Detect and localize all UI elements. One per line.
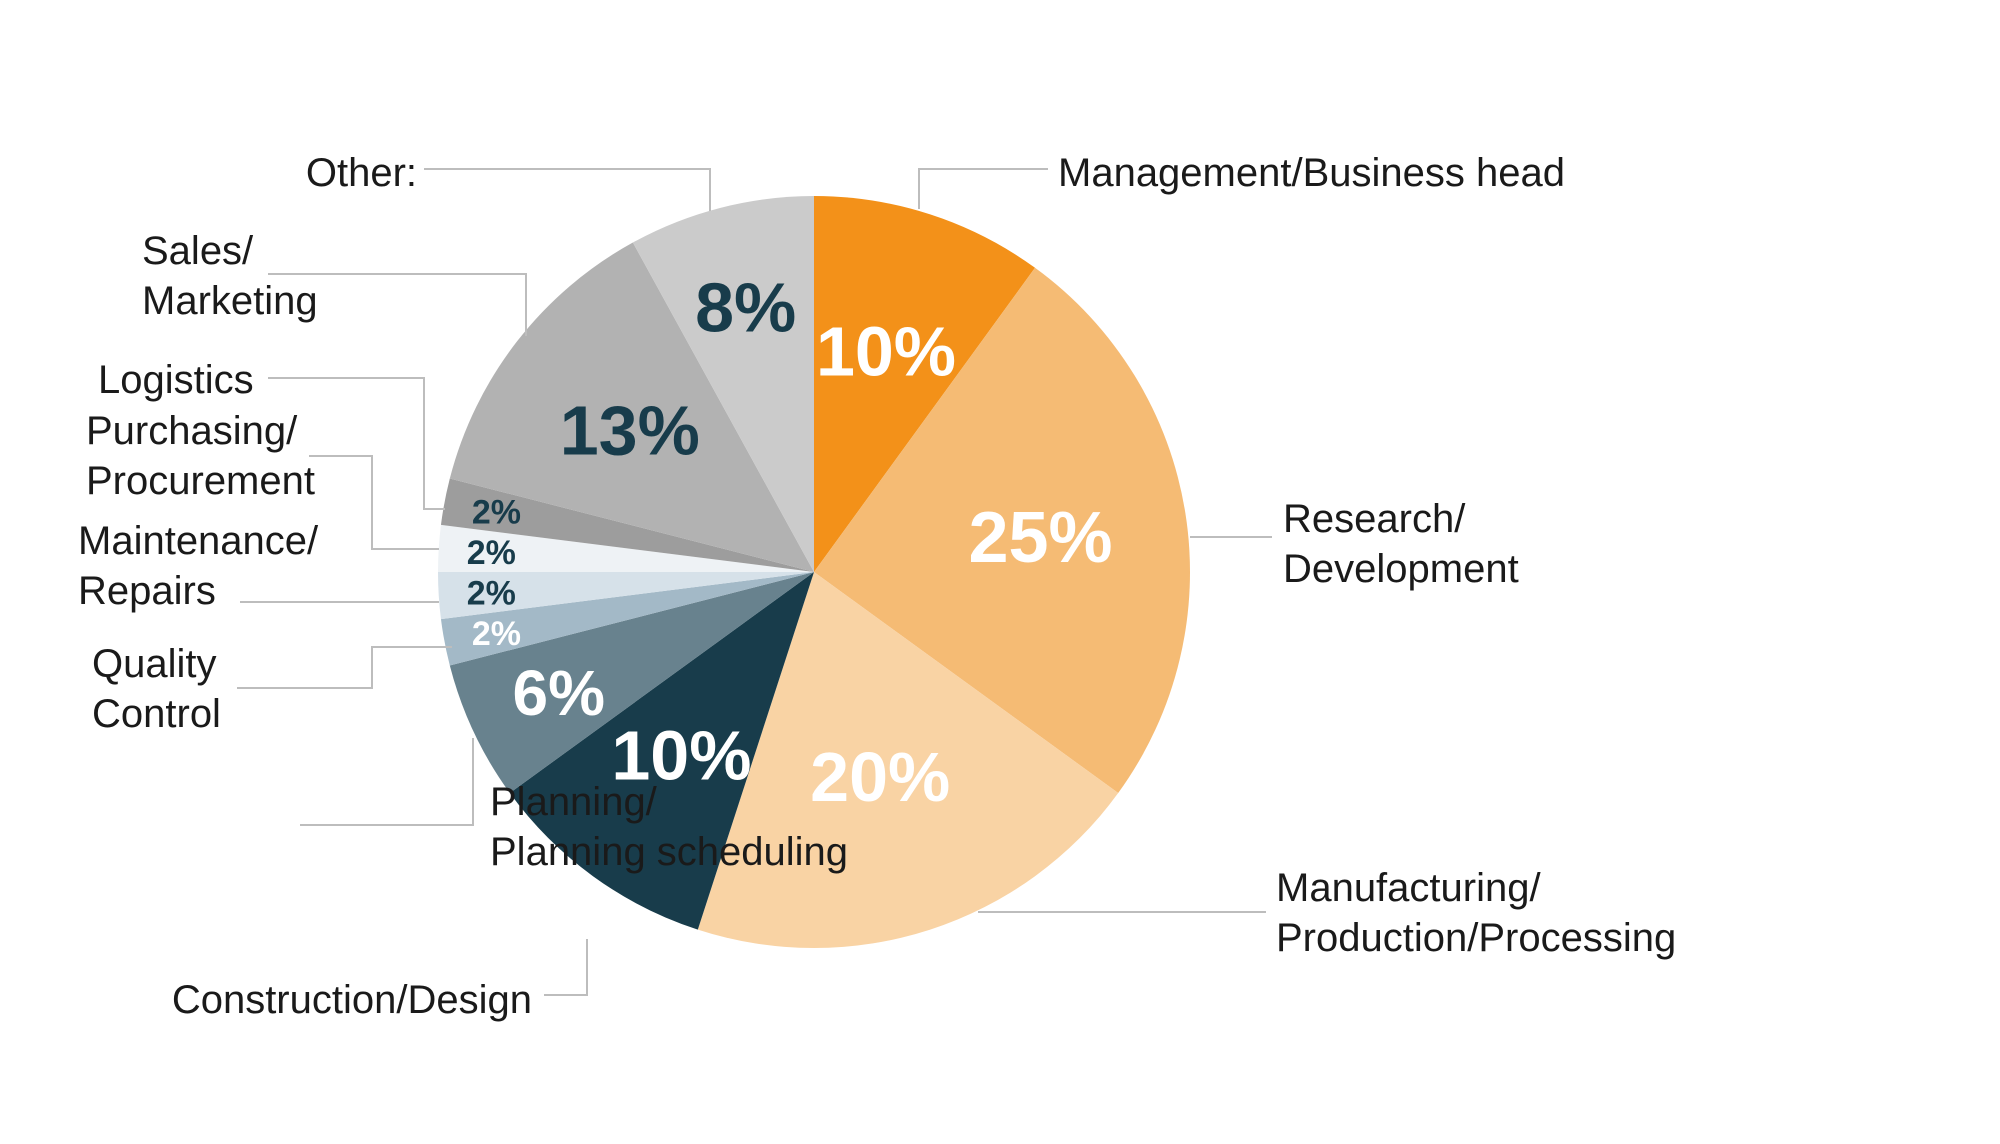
pie-slice bbox=[814, 196, 1036, 572]
slice-category-label: Logistics bbox=[98, 358, 254, 402]
category-label-line: Management/Business head bbox=[1058, 151, 1565, 195]
category-label-line: Planning/ bbox=[490, 780, 658, 824]
category-label-line: Research/ bbox=[1283, 497, 1466, 541]
percent-labels: 10%25%20%10%6%2%2%2%2%13%8% bbox=[467, 268, 1113, 816]
category-label-line: Control bbox=[92, 692, 221, 736]
slice-percent-label: 8% bbox=[695, 268, 796, 346]
category-label-line: Planning scheduling bbox=[490, 830, 848, 874]
slice-category-label: Sales/Marketing bbox=[142, 229, 318, 323]
category-label-line: Procurement bbox=[86, 459, 315, 503]
pie-slice bbox=[814, 267, 1191, 794]
leader-line bbox=[268, 377, 445, 510]
category-labels: Management/Business head Research/Develop… bbox=[78, 151, 1676, 1022]
leader-line bbox=[424, 168, 711, 211]
category-label-line: Manufacturing/ bbox=[1276, 866, 1541, 910]
pie-slice bbox=[509, 572, 814, 930]
category-label-line: Repairs bbox=[78, 569, 216, 613]
slice-category-label: Other: bbox=[306, 151, 417, 195]
slice-percent-label: 13% bbox=[560, 391, 700, 469]
category-label-line: Quality bbox=[92, 642, 217, 686]
category-label-line: Maintenance/ bbox=[78, 519, 319, 563]
slice-category-label: Management/Business head bbox=[1058, 151, 1565, 195]
category-label-line: Construction/Design bbox=[172, 978, 532, 1022]
category-label-line: Other: bbox=[306, 151, 417, 195]
leader-line bbox=[309, 455, 439, 550]
category-label-line: Marketing bbox=[142, 279, 318, 323]
slice-percent-label: 2% bbox=[467, 575, 516, 613]
leader-line bbox=[918, 168, 1048, 209]
slice-category-label: Planning/Planning scheduling bbox=[490, 780, 848, 874]
slice-percent-label: 2% bbox=[467, 534, 516, 572]
slice-percent-label: 6% bbox=[513, 657, 606, 729]
leader-line bbox=[300, 738, 474, 826]
category-label-line: Production/Processing bbox=[1276, 916, 1676, 960]
leader-line bbox=[544, 939, 588, 996]
pie-slice bbox=[437, 572, 814, 620]
slice-percent-label: 10% bbox=[816, 313, 956, 391]
slice-percent-label: 25% bbox=[968, 498, 1112, 578]
slice-category-label: Manufacturing/Production/Processing bbox=[1276, 866, 1676, 960]
pie-slice bbox=[440, 478, 814, 572]
pie-slices bbox=[437, 196, 1191, 949]
slice-percent-label: 10% bbox=[611, 717, 751, 795]
category-label-line: Purchasing/ bbox=[86, 409, 298, 453]
slice-category-label: Research/Development bbox=[1283, 497, 1519, 591]
leader-lines bbox=[237, 168, 1272, 996]
pie-slice bbox=[632, 196, 814, 572]
pie-slice bbox=[440, 572, 814, 666]
pie-slice bbox=[437, 524, 814, 572]
slice-percent-label: 20% bbox=[810, 738, 950, 816]
slice-category-label: Construction/Design bbox=[172, 978, 532, 1022]
slice-category-label: Quality Control bbox=[92, 642, 221, 736]
category-label-line: Logistics bbox=[98, 358, 254, 402]
leader-line bbox=[237, 646, 452, 689]
slice-category-label: Purchasing/Procurement bbox=[86, 409, 315, 503]
slice-percent-label: 2% bbox=[472, 494, 521, 532]
slice-percent-label: 2% bbox=[472, 615, 521, 653]
category-label-line: Development bbox=[1283, 547, 1519, 591]
category-label-line: Sales/ bbox=[142, 229, 254, 273]
pie-slice bbox=[697, 572, 1119, 949]
leader-line bbox=[268, 273, 527, 336]
slice-category-label: Maintenance/Repairs bbox=[78, 519, 319, 613]
pie-slice bbox=[449, 242, 814, 572]
pie-slice bbox=[449, 572, 814, 794]
